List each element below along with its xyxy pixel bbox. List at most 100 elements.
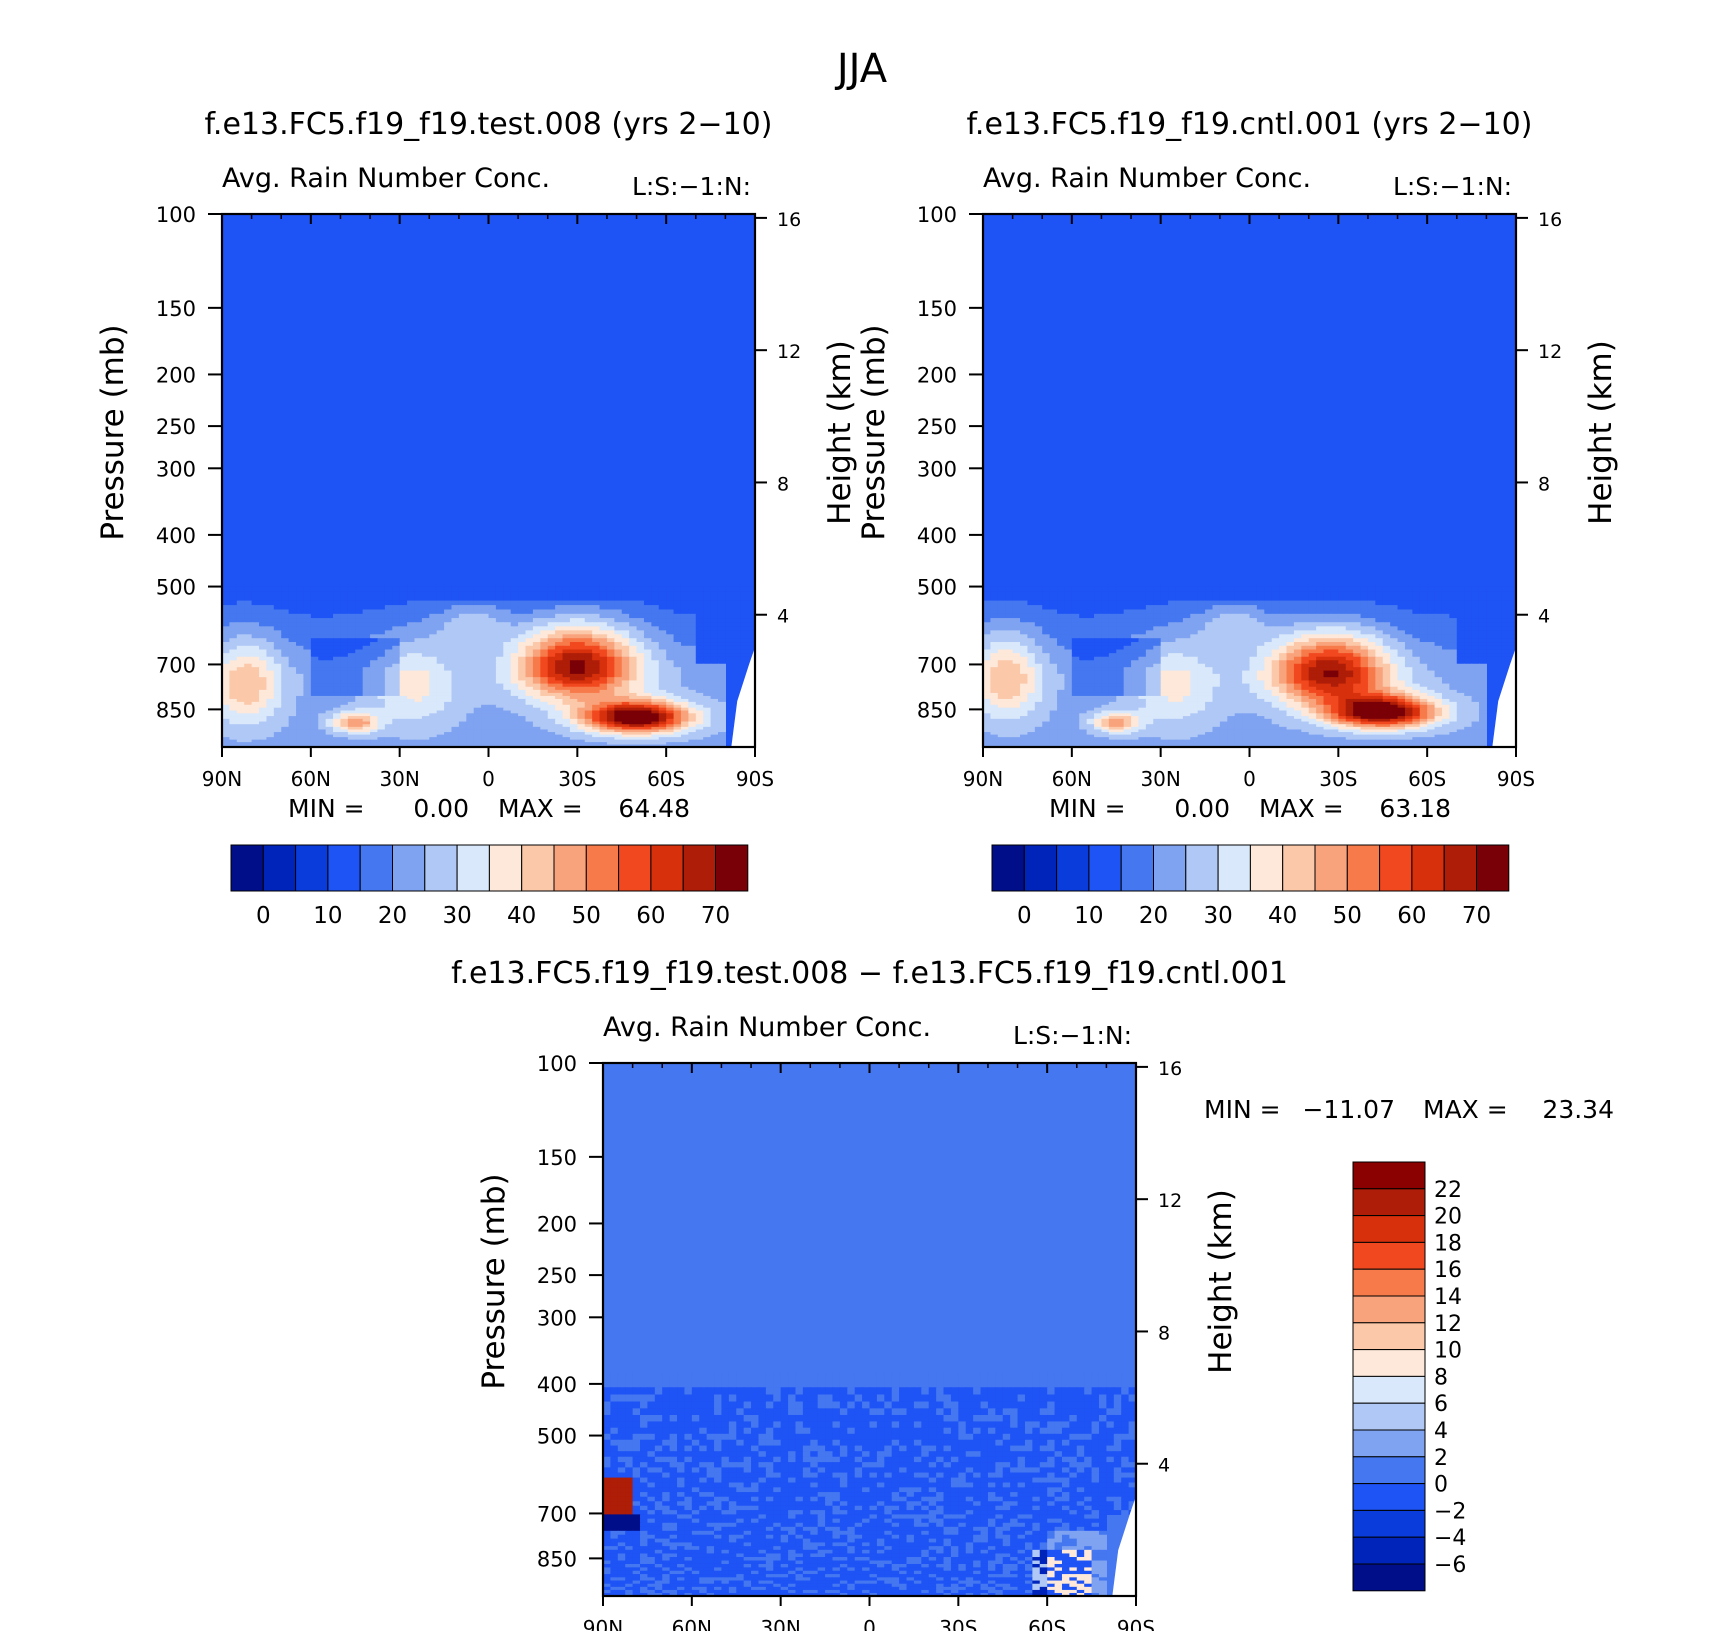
heatmap-cell (599, 622, 608, 627)
heatmap-cell (717, 649, 726, 654)
heatmap-cell (621, 742, 630, 746)
heatmap-cell (244, 653, 253, 658)
heatmap-cell (444, 653, 453, 658)
heatmap-cell (621, 726, 630, 731)
heatmap-cell (1205, 667, 1214, 672)
heatmap-cell (547, 660, 556, 665)
heatmap-cell (562, 634, 571, 639)
heatmap-cell (451, 618, 460, 623)
heatmap-cell (990, 638, 999, 643)
heatmap-cell (347, 710, 356, 714)
heatmap-cell (481, 689, 490, 694)
heatmap-cell (229, 683, 238, 688)
heatmap-cell (377, 701, 386, 706)
heatmap-cell (1123, 591, 1132, 597)
heatmap-cell (983, 656, 992, 661)
heatmap-cell (1123, 586, 1132, 592)
heatmap-cell (1279, 613, 1288, 619)
heatmap-cell (392, 630, 401, 635)
heatmap-cell (377, 645, 386, 651)
heatmap-cell (1323, 586, 1332, 592)
heatmap-cell (1205, 634, 1214, 639)
heatmap-cell (1412, 667, 1421, 672)
heatmap-cell (1264, 642, 1273, 647)
heatmap-cell (310, 713, 319, 717)
heatmap-cell (421, 660, 430, 665)
heatmap-cell (747, 634, 755, 639)
heatmap-cell (1197, 586, 1206, 592)
heatmap-cell (643, 653, 652, 658)
heatmap-cell (518, 718, 527, 723)
heatmap-cell (1101, 660, 1110, 665)
heatmap-cell (347, 677, 356, 682)
heatmap-cell (703, 737, 712, 741)
colorbar-label: 40 (507, 903, 536, 929)
heatmap-cell (1212, 642, 1221, 647)
heatmap-cell (444, 670, 453, 675)
heatmap-cell (1116, 600, 1125, 606)
heatmap-cell (695, 626, 704, 631)
heatmap-cell (555, 638, 564, 643)
heatmap-cell (1471, 591, 1480, 597)
heatmap-cell (451, 634, 460, 639)
heatmap-cell (555, 724, 564, 728)
heatmap-cell (1419, 591, 1428, 597)
heatmap-cell (1234, 596, 1243, 602)
heatmap-cell (1057, 591, 1066, 597)
heatmap-cell (1308, 667, 1317, 672)
heatmap-cell (666, 739, 675, 743)
heatmap-cell (1190, 670, 1199, 675)
heatmap-cell (540, 698, 549, 703)
heatmap-cell (680, 713, 689, 717)
heatmap-cell (1138, 618, 1147, 623)
heatmap-cell (296, 716, 305, 720)
heatmap-cell (666, 710, 675, 714)
heatmap-cell (222, 618, 231, 623)
heatmap-cell (1412, 586, 1421, 592)
heatmap-cell (444, 713, 453, 717)
heatmap-cell (451, 626, 460, 631)
heatmap-cell (562, 729, 571, 733)
heatmap-cell (540, 707, 549, 712)
heatmap-cell (614, 716, 623, 720)
heatmap-cell (244, 663, 253, 668)
heatmap-cell (1249, 667, 1258, 672)
heatmap-cell (658, 596, 667, 602)
heatmap-cell (703, 642, 712, 647)
heatmap-cell (436, 726, 445, 731)
heatmap-cell (296, 663, 305, 668)
heatmap-cell (695, 686, 704, 691)
heatmap-cell (1293, 634, 1302, 639)
heatmap-cell (244, 739, 253, 743)
heatmap-cell (1279, 622, 1288, 627)
heatmap-cell (525, 698, 534, 703)
heatmap-cell (236, 677, 245, 682)
heatmap-cell (621, 596, 630, 602)
heatmap-cell (377, 718, 386, 723)
heatmap-cell (1382, 609, 1391, 615)
heatmap-cell (1145, 626, 1154, 631)
heatmap-cell (481, 739, 490, 743)
heatmap-cell (488, 667, 497, 672)
heatmap-cell (1419, 618, 1428, 623)
heatmap-cell (636, 692, 645, 697)
heatmap-cell (562, 698, 571, 703)
heatmap-cell (407, 718, 416, 723)
heatmap-cell (481, 630, 490, 635)
heatmap-cell (288, 739, 297, 743)
heatmap-cell (347, 605, 356, 611)
heatmap-cell (695, 638, 704, 643)
heatmap-cell (384, 642, 393, 647)
heatmap-cell (355, 713, 364, 717)
heatmap-cell (1012, 660, 1021, 665)
heatmap-cell (569, 707, 578, 712)
heatmap-cell (1249, 663, 1258, 668)
heatmap-cell (614, 680, 623, 685)
heatmap-cell (318, 742, 327, 746)
heatmap-cell (259, 626, 268, 631)
heatmap-cell (473, 724, 482, 728)
heatmap-cell (488, 673, 497, 678)
heatmap-cell (1175, 626, 1184, 631)
heatmap-cell (288, 695, 297, 700)
